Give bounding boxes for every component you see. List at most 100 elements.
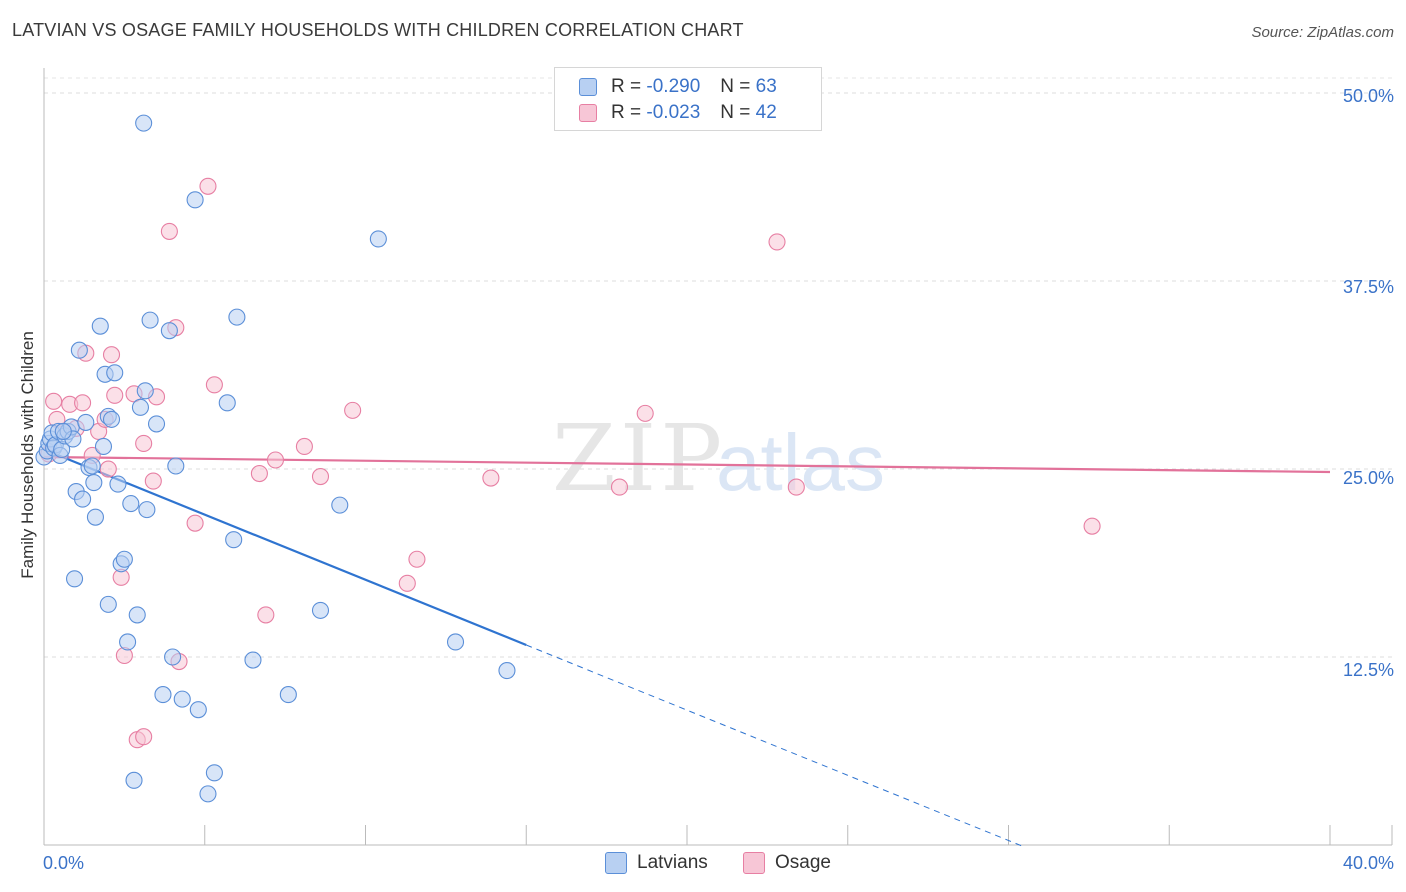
osage-point <box>295 437 313 456</box>
y-tick-label: 37.5% <box>1342 277 1394 297</box>
y-tick-label: 50.0% <box>1342 86 1394 106</box>
latvians-swatch <box>579 78 597 96</box>
latvians-point <box>205 764 223 782</box>
latvians-point <box>311 601 330 619</box>
osage-point <box>186 514 204 532</box>
r-label: R = <box>611 76 642 97</box>
osage-point <box>199 177 217 195</box>
latvians-point <box>86 508 104 526</box>
latvians-point <box>136 382 154 400</box>
osage-point <box>311 467 330 486</box>
osage-point <box>1083 517 1101 535</box>
latvians-point <box>54 422 72 440</box>
legend-row-latvians: R = -0.290 N = 63 <box>579 75 777 99</box>
latvians-point <box>125 771 143 789</box>
legend-label-osage: Osage <box>775 852 831 873</box>
osage-point <box>160 222 178 240</box>
correlation-legend: R = -0.290 N = 63 R = -0.023 N = 42 <box>554 67 822 131</box>
latvians-point <box>369 230 387 248</box>
osage-point <box>135 728 153 746</box>
n-label: N = <box>720 76 751 97</box>
latvians-point <box>138 501 156 519</box>
latvians-point <box>167 457 185 475</box>
series-legend: Latvians Osage <box>0 852 1406 878</box>
latvians-point <box>189 701 207 719</box>
r-value-latvians: -0.290 <box>646 76 701 97</box>
n-value-osage: 42 <box>755 102 777 123</box>
chart-title: LATVIAN VS OSAGE FAMILY HOUSEHOLDS WITH … <box>12 20 744 40</box>
osage-point <box>205 376 223 394</box>
latvians-point <box>446 633 465 651</box>
osage-point <box>636 404 654 422</box>
latvians-point <box>77 413 95 431</box>
latvians-point <box>331 496 349 514</box>
legend-item-osage[interactable]: Osage <box>743 852 831 874</box>
latvians-point <box>74 490 92 508</box>
latvians-point <box>128 606 146 624</box>
latvians-point <box>164 648 182 666</box>
latvians-point <box>91 317 109 335</box>
osage-point <box>250 464 268 483</box>
latvians-point <box>244 651 262 669</box>
latvians-point <box>498 661 516 680</box>
osage-point <box>99 460 117 478</box>
legend-label-latvians: Latvians <box>637 852 708 873</box>
osage-point <box>610 478 629 496</box>
latvians-point <box>83 457 101 475</box>
latvians-point <box>154 686 172 704</box>
trend-line-osage <box>43 455 1331 474</box>
latvians-point <box>102 410 121 428</box>
legend-row-osage: R = -0.023 N = 42 <box>579 101 777 125</box>
osage-point <box>482 469 500 487</box>
latvians-point <box>225 531 243 549</box>
latvians-point <box>228 308 246 326</box>
latvians-legend-swatch <box>605 852 627 874</box>
latvians-point <box>141 311 159 329</box>
latvians-point <box>122 495 140 513</box>
osage-point <box>266 451 285 469</box>
latvians-point <box>218 394 236 412</box>
latvians-point <box>199 785 217 803</box>
osage-point <box>102 346 121 364</box>
latvians-point <box>279 686 297 704</box>
r-label: R = <box>611 102 642 123</box>
legend-item-latvians[interactable]: Latvians <box>605 852 708 874</box>
osage-point <box>768 233 786 251</box>
latvians-point <box>119 633 137 651</box>
latvians-point <box>147 415 166 433</box>
osage-point <box>106 386 124 404</box>
latvians-point <box>131 398 149 416</box>
n-label: N = <box>720 102 751 123</box>
latvians-point <box>65 570 84 588</box>
osage-point <box>408 550 426 568</box>
source-label: Source: ZipAtlas.com <box>1251 24 1394 41</box>
y-tick-label: 25.0% <box>1342 468 1394 488</box>
osage-point <box>398 574 416 592</box>
osage-point <box>257 606 275 624</box>
latvians-point <box>70 341 88 359</box>
x-tick-label-max: 40.0% <box>1342 853 1394 873</box>
latvians-point <box>135 114 153 132</box>
osage-point <box>144 472 162 490</box>
latvians-point <box>85 474 103 492</box>
osage-point <box>787 478 805 496</box>
latvians-point <box>106 364 124 382</box>
osage-legend-swatch <box>743 852 765 874</box>
n-value-latvians: 63 <box>755 76 777 97</box>
osage-point <box>135 434 153 453</box>
latvians-point <box>115 550 133 568</box>
osage-swatch <box>579 104 597 122</box>
latvians-point <box>173 690 191 708</box>
latvians-point <box>109 475 127 493</box>
osage-point <box>74 394 92 412</box>
watermark-zip: ZIP <box>552 405 726 512</box>
latvians-point <box>99 595 117 613</box>
trend-line-latvians-extrapolated <box>526 644 1025 848</box>
r-value-osage: -0.023 <box>646 102 701 123</box>
latvians-point <box>160 322 178 340</box>
y-tick-label: 12.5% <box>1342 660 1394 680</box>
latvians-point <box>186 191 204 209</box>
latvians-point <box>94 437 113 456</box>
x-tick-label-min: 0.0% <box>43 853 85 873</box>
